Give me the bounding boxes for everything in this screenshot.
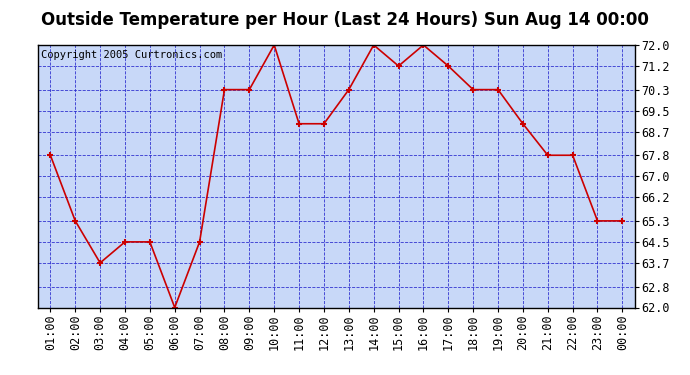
Text: Copyright 2005 Curtronics.com: Copyright 2005 Curtronics.com — [41, 50, 222, 60]
Text: Outside Temperature per Hour (Last 24 Hours) Sun Aug 14 00:00: Outside Temperature per Hour (Last 24 Ho… — [41, 11, 649, 29]
